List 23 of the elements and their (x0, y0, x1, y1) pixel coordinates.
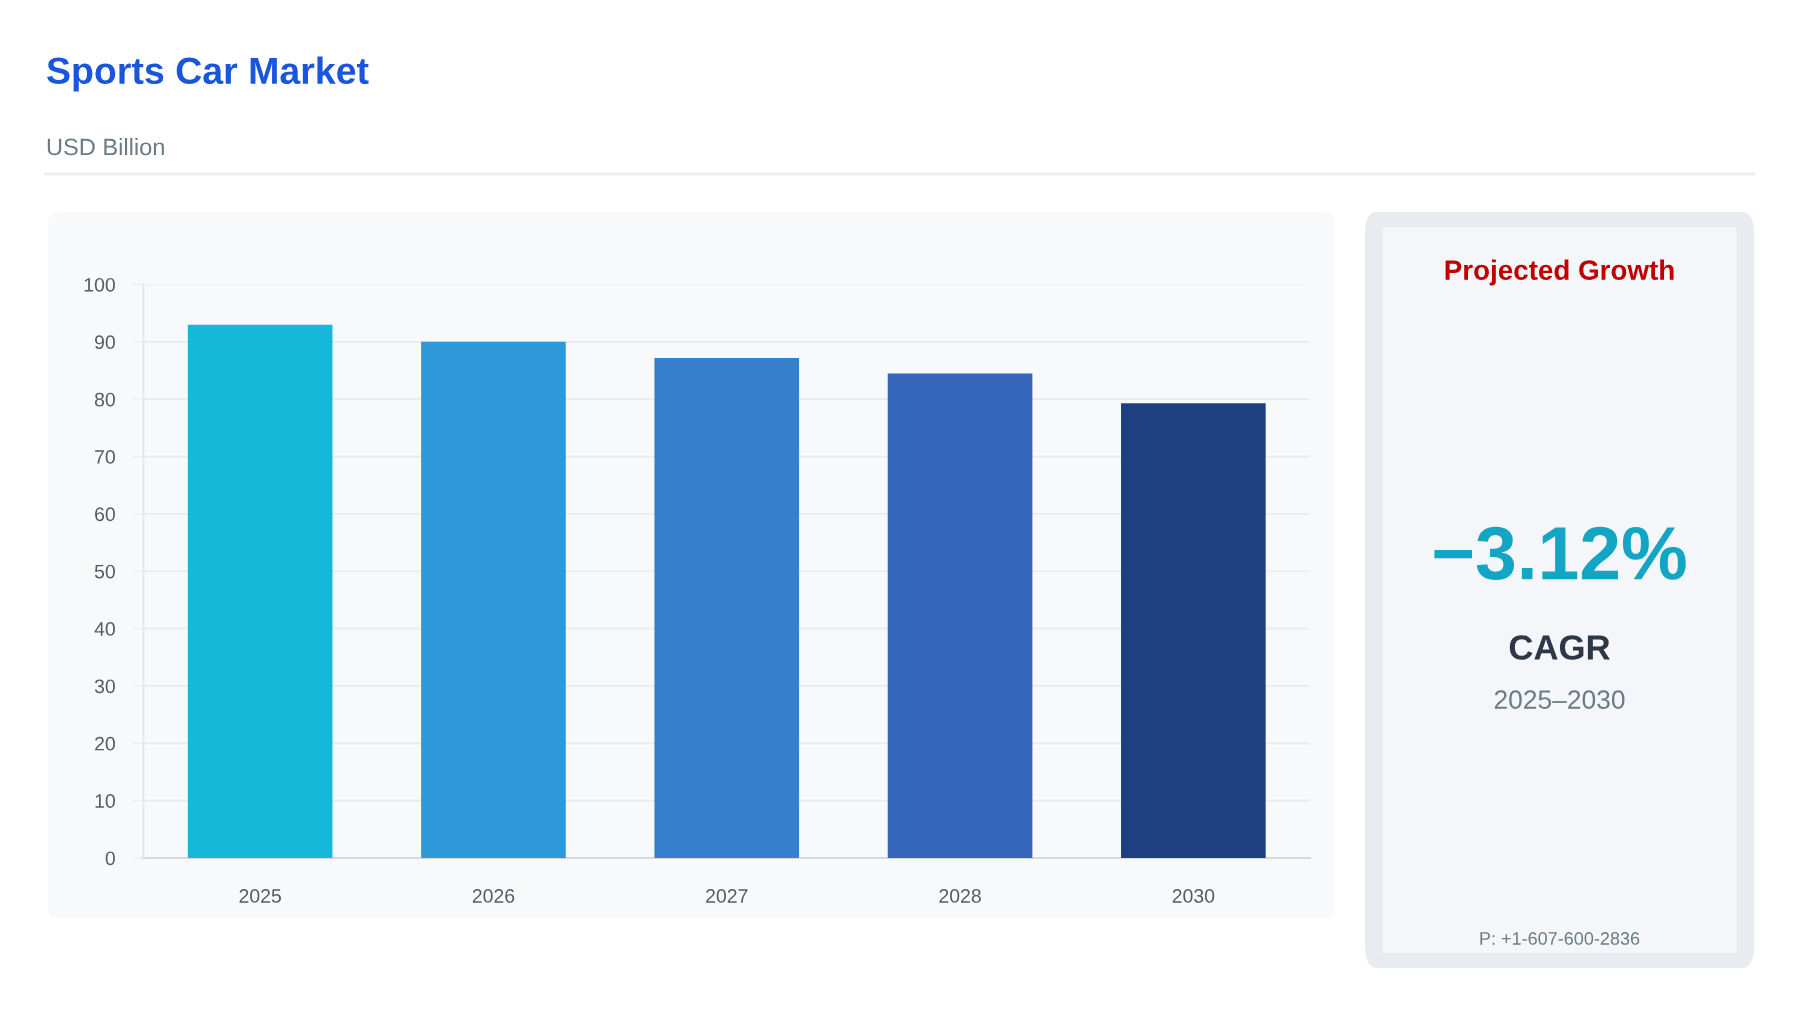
x-tick-label: 2027 (706, 889, 748, 903)
chart-title: Sports Car Market (47, 56, 369, 92)
x-tick-label: 2025 (239, 889, 281, 903)
y-tick-label: 90 (95, 335, 115, 350)
y-tick-label: 80 (94, 392, 115, 407)
y-tick-label: 40 (94, 622, 115, 636)
y-tick-label: 60 (95, 507, 115, 522)
text: Projected Growth (1445, 259, 1674, 286)
y-tick-label: 50 (94, 564, 115, 579)
y-tick-label: 10 (95, 794, 115, 808)
text: −3.12% (1434, 526, 1686, 580)
x-tick-label: 2030 (1172, 889, 1215, 903)
x-tick-label: 2026 (472, 889, 515, 903)
x-tick-label: 2028 (939, 889, 981, 903)
y-tick-label: 100 (84, 277, 115, 292)
text: P: +1-607-600-2836 (1480, 932, 1640, 945)
chart-subtitle: USD Billion (47, 138, 164, 156)
y-tick-label: 0 (105, 851, 115, 866)
y-tick-label: 20 (95, 736, 115, 751)
y-tick-label: 30 (94, 679, 115, 694)
y-tick-label: 70 (95, 450, 115, 464)
text: CAGR (1509, 635, 1610, 660)
text: 2025–2030 (1494, 690, 1625, 709)
